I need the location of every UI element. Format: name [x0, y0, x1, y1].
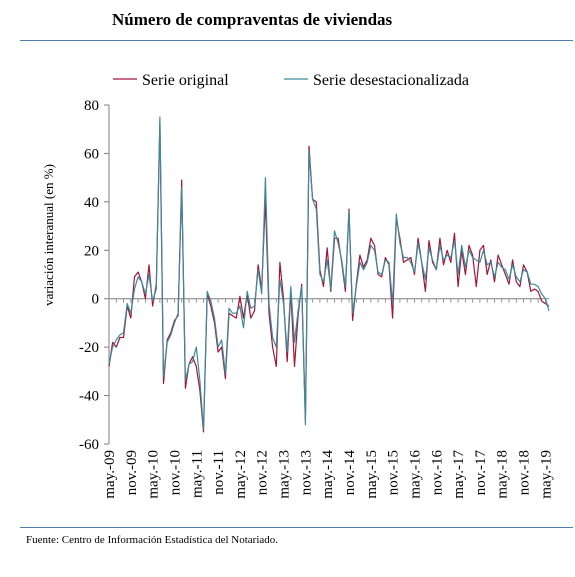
x-tick-label: nov.-14: [342, 450, 358, 496]
legend-label-original: Serie original: [142, 72, 229, 89]
x-tick-label: nov.-16: [429, 450, 445, 496]
x-tick-label: nov.-15: [386, 450, 402, 495]
x-tick-label: nov.-09: [124, 450, 140, 495]
y-tick-label: -40: [79, 389, 99, 405]
y-tick-label: -60: [79, 437, 99, 453]
x-tick-label: nov.-17: [473, 450, 489, 496]
y-tick-label: 60: [84, 146, 99, 162]
title-rule: [20, 40, 573, 41]
x-tick-label: may.-16: [407, 450, 423, 499]
x-tick-label: may.-10: [146, 450, 162, 499]
x-tick-label: may.-13: [277, 450, 293, 499]
y-tick-label: 20: [84, 243, 99, 259]
x-tick-label: nov.-10: [167, 450, 183, 495]
chart-title: Número de compraventas de viviendas: [112, 10, 393, 29]
x-tick-label: nov.-13: [298, 450, 314, 495]
legend: Serie original Serie desestacionalizada: [113, 72, 469, 89]
x-axis: may.-09 nov.-09 may.-10 nov.-10 may.-11 nov.-…: [102, 298, 554, 499]
legend-label-desestacionalizada: Serie desestacionalizada: [313, 72, 469, 89]
x-tick-label: may.-15: [364, 450, 380, 499]
footer-rule: [20, 527, 573, 528]
x-tick-label: may.-19: [538, 450, 554, 499]
x-tick-label: may.-09: [102, 450, 118, 499]
x-tick-label: may.-17: [451, 450, 467, 499]
y-tick-label: 80: [84, 98, 99, 114]
x-tick-label: may.-18: [495, 450, 511, 499]
y-axis: -60 -40 -20 0 20 40 60 80: [79, 98, 110, 453]
x-tick-label: may.-14: [320, 450, 336, 499]
x-tick-label: may.-11: [189, 450, 205, 498]
x-tick-label: nov.-18: [517, 450, 533, 495]
y-axis-label: variación interanual (en %): [41, 164, 56, 306]
y-tick-label: 0: [92, 292, 100, 308]
y-tick-label: -20: [79, 340, 99, 356]
series-line-desestacionalizada: [108, 116, 550, 431]
x-tick-label: nov.-11: [211, 450, 227, 495]
source-note: Fuente: Centro de Información Estadístic…: [26, 534, 279, 546]
y-tick-label: 40: [84, 195, 99, 211]
x-tick-label: nov.-12: [255, 450, 271, 495]
series-layer: [108, 116, 550, 433]
x-tick-label: may.-12: [233, 450, 249, 499]
